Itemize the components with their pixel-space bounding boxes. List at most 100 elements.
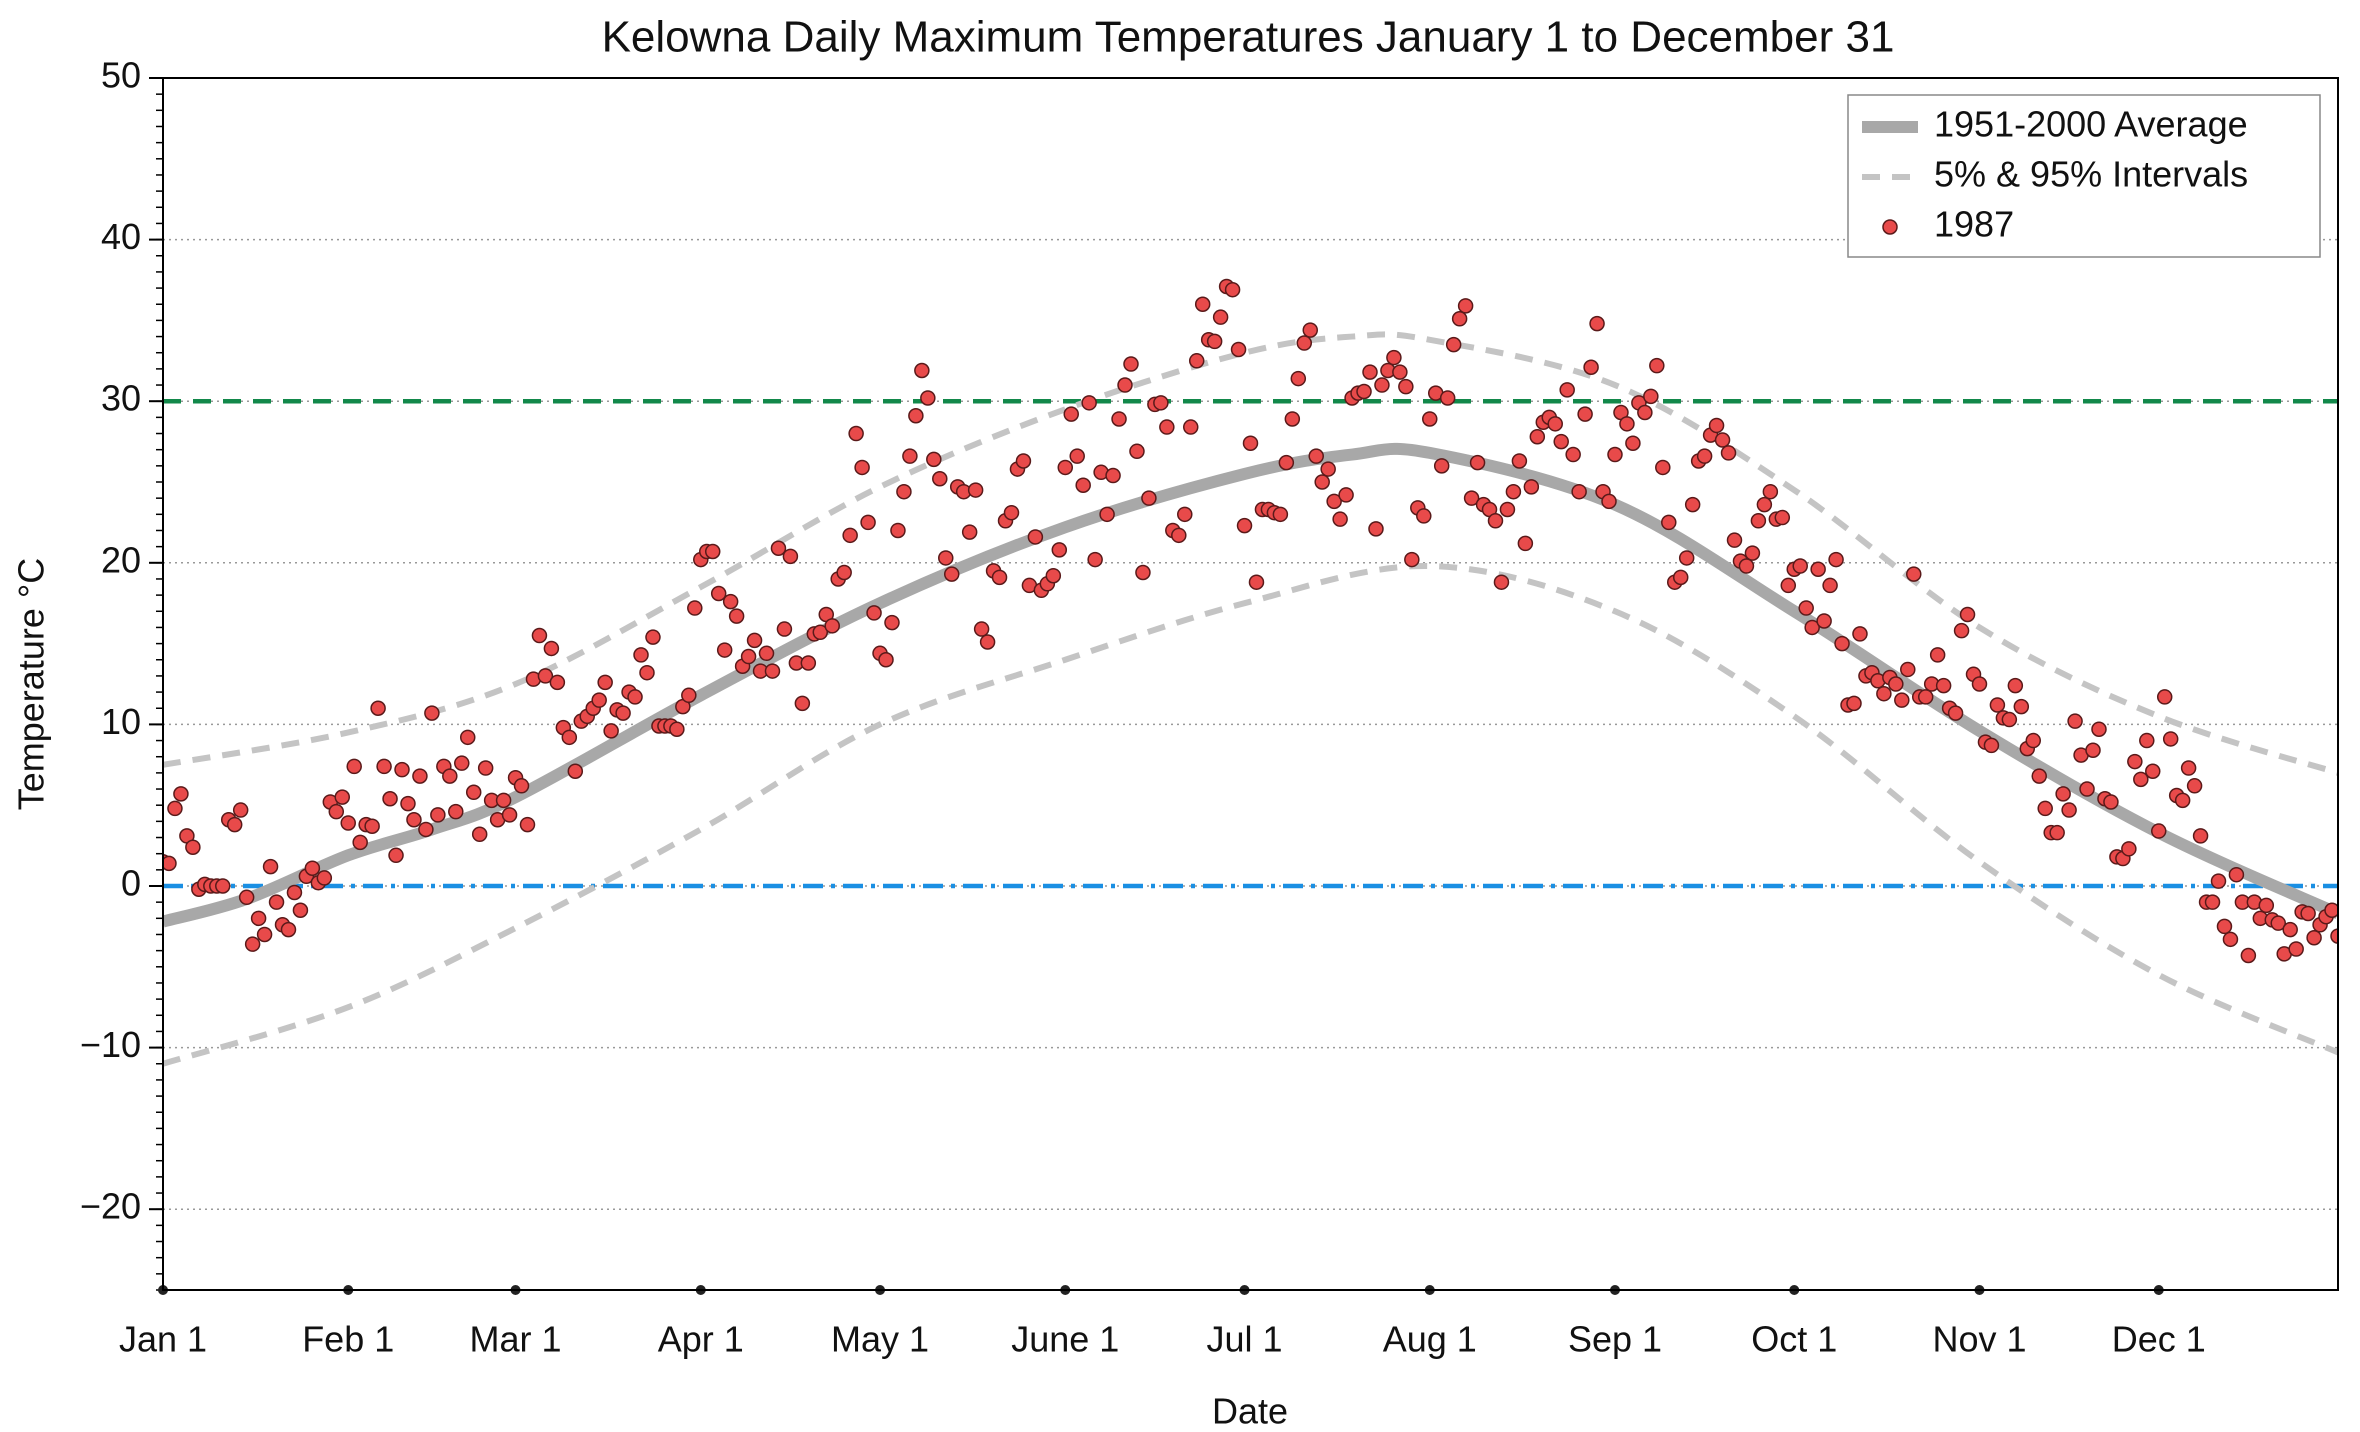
- data-point: [1798, 600, 1814, 616]
- data-point: [1123, 356, 1139, 372]
- data-point: [1607, 446, 1623, 463]
- data-point: [442, 768, 458, 784]
- data-point: [860, 514, 876, 531]
- x-tick-label: Dec 1: [2112, 1319, 2206, 1360]
- data-point: [1045, 567, 1062, 584]
- data-point: [2150, 823, 2167, 839]
- data-point: [1511, 453, 1528, 469]
- data-point: [1206, 333, 1223, 350]
- data-point: [854, 459, 870, 476]
- data-point: [938, 550, 954, 566]
- legend-label: 1987: [1934, 204, 2014, 245]
- y-tick-label: −20: [80, 1186, 141, 1227]
- data-point: [268, 894, 285, 910]
- data-point: [406, 811, 422, 828]
- data-point: [567, 763, 584, 780]
- data-point: [1577, 406, 1593, 422]
- data-point: [2204, 894, 2221, 910]
- data-point: [1117, 377, 1133, 393]
- data-point: [812, 624, 829, 641]
- data-point: [2210, 873, 2227, 889]
- data-point: [501, 807, 518, 823]
- data-point: [1529, 429, 1546, 445]
- data-point: [1398, 378, 1414, 395]
- data-point: [1368, 521, 1384, 537]
- data-point: [1983, 737, 2000, 754]
- data-point: [710, 585, 727, 602]
- data-point: [603, 723, 619, 739]
- data-point: [1810, 561, 1826, 578]
- data-point: [1141, 490, 1157, 506]
- data-point: [1661, 514, 1677, 531]
- data-point: [1445, 336, 1462, 353]
- plot-area: [163, 278, 2338, 1067]
- data-point: [645, 629, 661, 645]
- x-axis-label: Date: [1212, 1391, 1288, 1432]
- data-point: [991, 569, 1008, 586]
- data-point: [382, 790, 398, 807]
- y-tick-label: 40: [101, 216, 141, 257]
- data-point: [2192, 828, 2209, 844]
- data-point: [2288, 941, 2304, 957]
- y-axis-label: Temperature °C: [11, 558, 52, 811]
- data-point: [1517, 535, 1534, 552]
- data-point: [2091, 721, 2107, 737]
- data-point: [173, 786, 189, 802]
- data-point: [292, 902, 309, 918]
- data-point: [908, 407, 924, 424]
- data-point: [1099, 506, 1115, 523]
- data-point: [1015, 453, 1032, 469]
- x-tick-label: Jan 1: [119, 1319, 207, 1360]
- data-point: [2013, 698, 2030, 715]
- series-line: [163, 331, 2338, 776]
- data-point: [1242, 435, 1259, 451]
- data-point: [967, 482, 984, 498]
- data-point: [1236, 517, 1253, 534]
- data-point: [1457, 298, 1474, 314]
- data-point: [2186, 778, 2203, 794]
- data-point: [1822, 577, 1838, 594]
- data-point: [1272, 506, 1289, 523]
- data-point: [1499, 501, 1516, 518]
- data-point: [1111, 411, 1127, 427]
- x-tick-label: June 1: [1011, 1319, 1119, 1360]
- x-tick-label: Sep 1: [1568, 1319, 1662, 1360]
- x-tick-label: Jul 1: [1207, 1319, 1283, 1360]
- data-point: [1619, 416, 1635, 432]
- data-point: [1338, 487, 1354, 503]
- data-point: [1589, 315, 1605, 332]
- x-tick-label: Mar 1: [470, 1319, 562, 1360]
- data-point: [519, 816, 536, 833]
- data-point: [1248, 574, 1265, 590]
- data-point: [842, 527, 858, 544]
- data-point: [1738, 558, 1755, 574]
- data-point: [633, 647, 649, 663]
- data-point: [746, 632, 763, 649]
- y-tick-label: −10: [80, 1024, 141, 1065]
- data-point: [1422, 411, 1438, 427]
- data-point: [1284, 411, 1301, 427]
- data-point: [1834, 635, 1850, 652]
- data-point: [2174, 792, 2191, 809]
- data-point: [902, 448, 918, 464]
- data-point: [1135, 564, 1151, 581]
- data-point: [2282, 921, 2298, 938]
- data-point: [2258, 897, 2275, 914]
- data-point: [226, 816, 243, 833]
- data-point: [1278, 454, 1295, 471]
- data-point: [448, 803, 464, 820]
- data-point: [1230, 341, 1247, 358]
- data-point: [914, 362, 930, 379]
- data-point: [2061, 802, 2077, 818]
- data-point: [878, 652, 894, 668]
- data-point: [1433, 458, 1450, 474]
- data-point: [2049, 824, 2065, 841]
- data-point: [1637, 404, 1653, 421]
- chart-title: Kelowna Daily Maximum Temperatures Janua…: [602, 13, 1895, 62]
- data-point: [1177, 506, 1193, 523]
- data-point: [627, 689, 643, 705]
- data-point: [1386, 349, 1402, 366]
- data-point: [2007, 677, 2024, 694]
- data-point: [424, 705, 440, 721]
- data-point: [776, 621, 793, 637]
